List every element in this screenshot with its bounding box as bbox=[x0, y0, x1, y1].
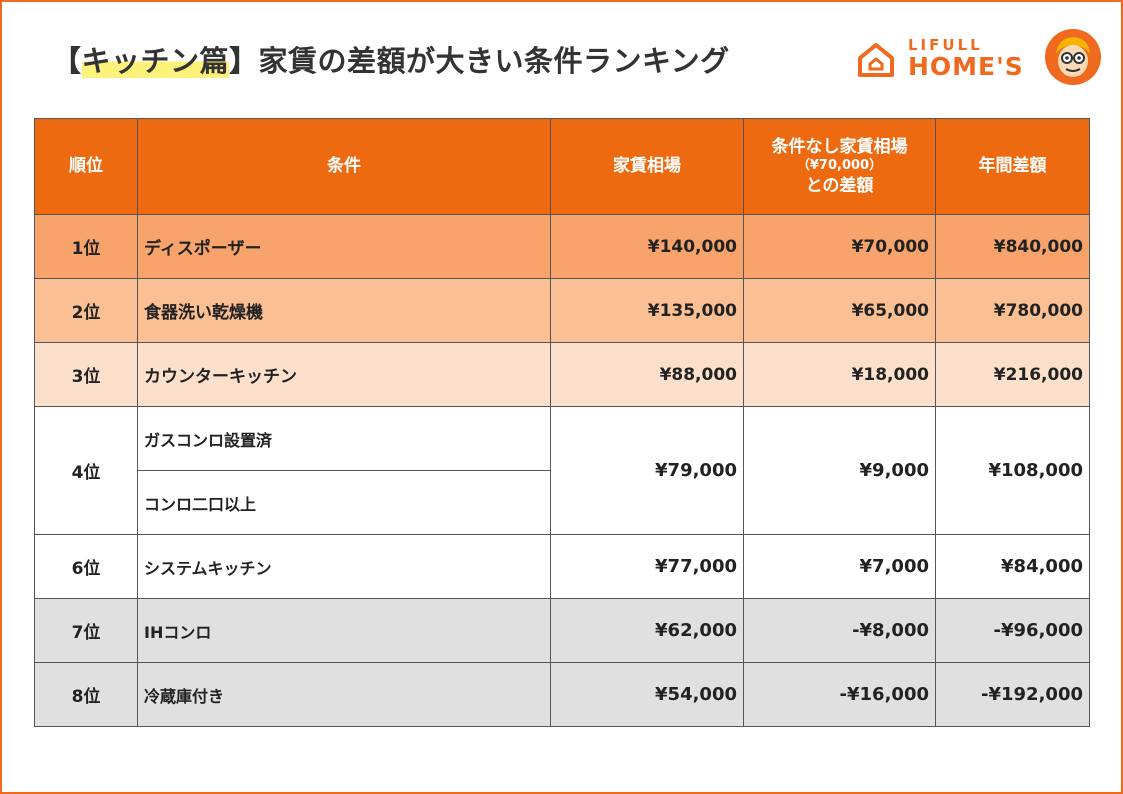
logo-line1: LIFULL bbox=[908, 36, 983, 54]
cell-rent: ¥135,000 bbox=[550, 278, 744, 343]
cell-condition: システムキッチン bbox=[137, 534, 551, 599]
cell-diff: ¥9,000 bbox=[743, 406, 936, 535]
ranking-table: 順位 条件 家賃相場 条件なし家賃相場 （¥70,000） との差額 年間差額 … bbox=[34, 118, 1090, 727]
cell-diff: ¥18,000 bbox=[743, 342, 936, 407]
cell-condition: 食器洗い乾燥機 bbox=[137, 278, 551, 343]
cell-annual: ¥216,000 bbox=[935, 342, 1090, 407]
cell-annual: ¥108,000 bbox=[935, 406, 1090, 535]
header-rank: 順位 bbox=[34, 118, 138, 215]
table-row: 4位 ガスコンロ設置済 ¥79,000 ¥9,000 ¥108,000 bbox=[34, 406, 1090, 535]
cell-rent: ¥77,000 bbox=[550, 534, 744, 599]
header-rent: 家賃相場 bbox=[550, 118, 744, 215]
cell-rent: ¥79,000 bbox=[550, 406, 744, 535]
table-row: 2位 食器洗い乾燥機 ¥135,000 ¥65,000 ¥780,000 bbox=[34, 278, 1090, 343]
table-row: 8位 冷蔵庫付き ¥54,000 -¥16,000 -¥192,000 bbox=[34, 662, 1090, 727]
cell-rank: 7位 bbox=[34, 598, 138, 663]
table-row: 6位 システムキッチン ¥77,000 ¥7,000 ¥84,000 bbox=[34, 534, 1090, 599]
header-diff: 条件なし家賃相場 （¥70,000） との差額 bbox=[743, 118, 936, 215]
cell-rank: 1位 bbox=[34, 214, 138, 279]
logo-line2: HOME'S bbox=[908, 52, 1024, 81]
table-row: 7位 IHコンロ ¥62,000 -¥8,000 -¥96,000 bbox=[34, 598, 1090, 663]
cell-diff: ¥65,000 bbox=[743, 278, 936, 343]
header-condition: 条件 bbox=[137, 118, 551, 215]
cell-annual: ¥780,000 bbox=[935, 278, 1090, 343]
house-icon bbox=[858, 43, 894, 77]
cell-diff: ¥7,000 bbox=[743, 534, 936, 599]
table-header-row: 順位 条件 家賃相場 条件なし家賃相場 （¥70,000） との差額 年間差額 bbox=[34, 118, 1090, 215]
cell-annual: -¥96,000 bbox=[935, 598, 1090, 663]
mascot-icon bbox=[1045, 29, 1101, 85]
cell-rent: ¥62,000 bbox=[550, 598, 744, 663]
cell-annual: ¥840,000 bbox=[935, 214, 1090, 279]
header-annual: 年間差額 bbox=[935, 118, 1090, 215]
header-diff-line2: （¥70,000） bbox=[796, 158, 883, 174]
cell-rent: ¥140,000 bbox=[550, 214, 744, 279]
table-row: 1位 ディスポーザー ¥140,000 ¥70,000 ¥840,000 bbox=[34, 214, 1090, 279]
table-row: コンロ二口以上 bbox=[35, 470, 1090, 535]
title-highlight: キッチン篇 bbox=[81, 44, 230, 78]
cell-rent: ¥88,000 bbox=[550, 342, 744, 407]
title-rest: 家賃の差額が大きい条件ランキング bbox=[258, 44, 730, 78]
cell-rank: 4位 bbox=[34, 406, 138, 535]
cell-diff: -¥16,000 bbox=[743, 662, 936, 727]
cell-rank: 2位 bbox=[34, 278, 138, 343]
brand-logo: LIFULL HOME'S bbox=[856, 29, 1106, 90]
header-diff-line3: との差額 bbox=[805, 175, 874, 196]
cell-rank: 8位 bbox=[34, 662, 138, 727]
title-bracket-open: 【 bbox=[52, 44, 82, 78]
cell-rank: 6位 bbox=[34, 534, 138, 599]
title-bracket-close: 】 bbox=[229, 44, 259, 78]
cell-rent: ¥54,000 bbox=[550, 662, 744, 727]
cell-condition: ガスコンロ設置済 bbox=[137, 406, 551, 471]
cell-diff: -¥8,000 bbox=[743, 598, 936, 663]
cell-condition-secondary: コンロ二口以上 bbox=[137, 470, 551, 535]
table-row: 3位 カウンターキッチン ¥88,000 ¥18,000 ¥216,000 bbox=[34, 342, 1090, 407]
cell-annual: ¥84,000 bbox=[935, 534, 1090, 599]
cell-condition: 冷蔵庫付き bbox=[137, 662, 551, 727]
cell-annual: -¥192,000 bbox=[935, 662, 1090, 727]
header-diff-line1: 条件なし家賃相場 bbox=[771, 136, 908, 157]
cell-diff: ¥70,000 bbox=[743, 214, 936, 279]
page-title: 【キッチン篇】家賃の差額が大きい条件ランキング bbox=[52, 38, 730, 80]
cell-condition: ディスポーザー bbox=[137, 214, 551, 279]
cell-condition: IHコンロ bbox=[137, 598, 551, 663]
cell-condition: カウンターキッチン bbox=[137, 342, 551, 407]
cell-rank: 3位 bbox=[34, 342, 138, 407]
